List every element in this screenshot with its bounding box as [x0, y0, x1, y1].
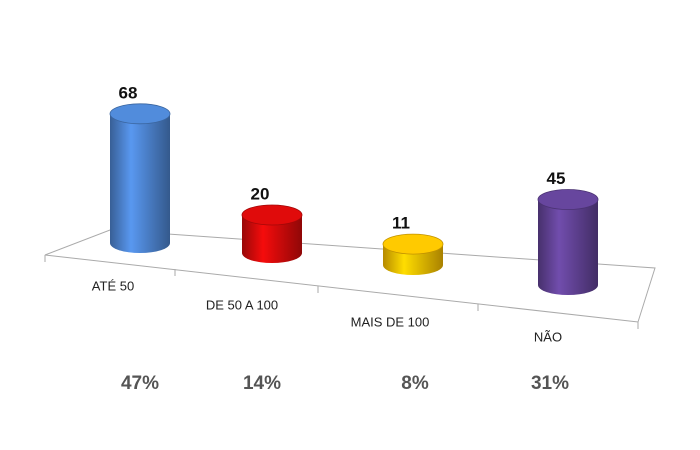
value-label: 68 — [119, 83, 138, 102]
share-label: 47% — [121, 373, 159, 394]
share-label: 31% — [531, 373, 569, 394]
category-label: NÃO — [534, 329, 562, 344]
cylinder-top — [109, 103, 171, 125]
category-label: MAIS DE 100 — [351, 314, 430, 329]
cylinder — [538, 199, 598, 295]
value-label: 20 — [251, 184, 270, 203]
floor — [44, 229, 656, 323]
cylinder-top — [382, 233, 444, 255]
cylinder — [110, 113, 170, 253]
share-label: 14% — [243, 373, 281, 394]
cylinder — [242, 215, 302, 263]
category-label: DE 50 A 100 — [206, 297, 278, 312]
cylinder-top — [537, 189, 599, 210]
cylinder-top — [241, 204, 303, 226]
value-label: 45 — [547, 169, 566, 188]
share-label: 8% — [401, 373, 429, 394]
value-label: 11 — [392, 214, 410, 233]
category-label: ATÉ 50 — [92, 278, 134, 293]
